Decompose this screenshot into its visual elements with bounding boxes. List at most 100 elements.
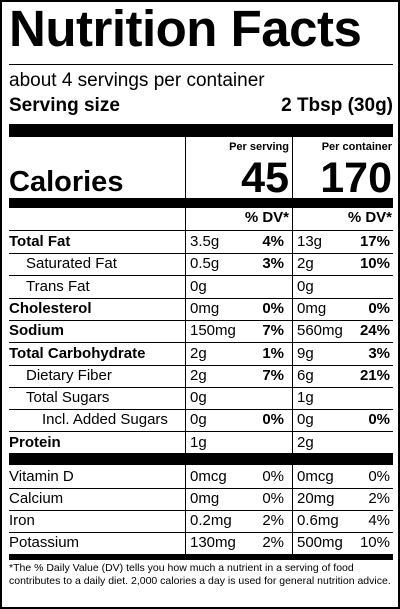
nutrient-row: Total Carbohydrate 2g 1% 9g 3% (9, 343, 393, 365)
nutrient-row: Saturated Fat 0.5g 3% 2g 10% (9, 253, 393, 275)
serving-amount: 0mcg (190, 468, 227, 485)
nutrient-row: Calcium 0mg 0% 20mg 2% (9, 488, 393, 510)
nutrient-name: Sodium (9, 322, 64, 340)
per-container-header: Per container (321, 141, 392, 153)
nutrient-row: Total Sugars 0g 1g (9, 387, 393, 409)
serving-amount: 150mg (190, 322, 236, 340)
divider (9, 431, 393, 433)
serving-dv: 0% (262, 299, 284, 317)
divider (9, 253, 393, 254)
dv-header-serving: % DV* (244, 209, 289, 226)
serving-dv: 0% (262, 411, 284, 429)
container-dv: 4% (368, 512, 390, 529)
serving-amount: 2g (190, 366, 207, 384)
divider (9, 510, 393, 511)
serving-dv: 1% (262, 344, 284, 362)
footnote: *The % Daily Value (DV) tells you how mu… (9, 562, 391, 587)
container-amount: 2g (297, 255, 314, 273)
serving-amount: 130mg (190, 534, 236, 551)
serving-dv: 0% (262, 490, 284, 507)
divider (9, 319, 393, 321)
serving-amount: 0g (190, 389, 207, 407)
nutrient-name: Trans Fat (26, 277, 90, 295)
nutrient-row: Cholesterol 0mg 0% 0mg 0% (9, 298, 393, 320)
nutrient-name: Protein (9, 433, 61, 451)
serving-amount: 0g (190, 277, 207, 295)
serving-dv: 7% (262, 366, 284, 384)
container-dv: 24% (359, 322, 390, 340)
divider (9, 342, 393, 344)
container-amount: 0mg (297, 299, 327, 317)
container-amount: 0mcg (297, 468, 334, 485)
divider (9, 488, 393, 489)
container-amount: 0g (297, 277, 314, 295)
divider (9, 230, 393, 231)
serving-amount: 0.5g (190, 255, 220, 273)
container-amount: 2g (297, 433, 314, 451)
container-amount: 500mg (297, 534, 343, 551)
calories-per-container: 170 (320, 154, 392, 202)
container-dv: 10% (359, 534, 390, 551)
divider (9, 386, 393, 388)
nutrient-name: Cholesterol (9, 299, 92, 317)
nutrient-row: Sodium 150mg 7% 560mg 24% (9, 320, 393, 342)
container-dv: 10% (359, 255, 390, 273)
per-serving-header: Per serving (229, 141, 289, 153)
thick-divider (9, 453, 393, 465)
container-dv: 0% (368, 299, 390, 317)
container-dv: 0% (368, 411, 390, 429)
nutrient-name: Incl. Added Sugars (42, 411, 168, 429)
nutrient-row: Iron 0.2mg 2% 0.6mg 4% (9, 510, 393, 532)
nutrient-name: Saturated Fat (26, 255, 117, 273)
thick-divider (9, 198, 393, 208)
container-amount: 560mg (297, 322, 343, 340)
container-dv: 2% (368, 490, 390, 507)
nutrient-row: Total Fat 3.5g 4% 13g 17% (9, 231, 393, 253)
container-amount: 1g (297, 389, 314, 407)
column-divider (292, 136, 293, 554)
serving-dv: 7% (262, 322, 284, 340)
serving-size: Serving size 2 Tbsp (30g) (9, 94, 393, 118)
thick-divider (9, 124, 393, 137)
serving-amount: 0.2mg (190, 512, 232, 529)
serving-amount: 0mg (190, 490, 220, 507)
serving-size-label: Serving size (9, 95, 120, 116)
container-amount: 13g (297, 233, 323, 250)
nutrient-row: Protein 1g 2g (9, 432, 393, 454)
nutrient-name: Total Sugars (26, 389, 110, 407)
serving-dv: 4% (262, 233, 284, 250)
nutrient-name: Dietary Fiber (26, 366, 112, 384)
nutrient-name: Total Carbohydrate (9, 344, 146, 362)
container-amount: 9g (297, 344, 314, 362)
divider (9, 275, 393, 277)
divider (9, 409, 393, 411)
nutrient-name: Iron (9, 512, 35, 529)
divider (9, 64, 393, 65)
serving-dv: 2% (262, 512, 284, 529)
serving-dv: 2% (262, 534, 284, 551)
container-amount: 6g (297, 366, 314, 384)
container-amount: 20mg (297, 490, 335, 507)
serving-amount: 0g (190, 411, 207, 429)
nutrient-name: Potassium (9, 534, 80, 551)
thick-divider (9, 554, 393, 560)
container-dv: 21% (359, 366, 390, 384)
calories-label: Calories (9, 166, 124, 198)
nutrient-name: Vitamin D (9, 468, 74, 485)
container-dv: 3% (368, 344, 390, 362)
nutrient-row: Incl. Added Sugars 0g 0% 0g 0% (9, 409, 393, 431)
serving-dv: 0% (262, 468, 284, 485)
nutrient-row: Trans Fat 0g 0g (9, 276, 393, 298)
container-dv: 17% (359, 233, 390, 250)
serving-dv: 3% (262, 255, 284, 273)
serving-amount: 1g (190, 433, 207, 451)
serving-amount: 2g (190, 344, 207, 362)
servings-per-container: about 4 servings per container (9, 70, 265, 91)
label-title: Nutrition Facts (9, 0, 362, 57)
calories-per-serving: 45 (241, 154, 289, 202)
divider (9, 364, 393, 366)
nutrient-name: Total Fat (9, 233, 71, 250)
column-divider (185, 136, 186, 554)
dv-header-container: % DV* (347, 209, 392, 226)
